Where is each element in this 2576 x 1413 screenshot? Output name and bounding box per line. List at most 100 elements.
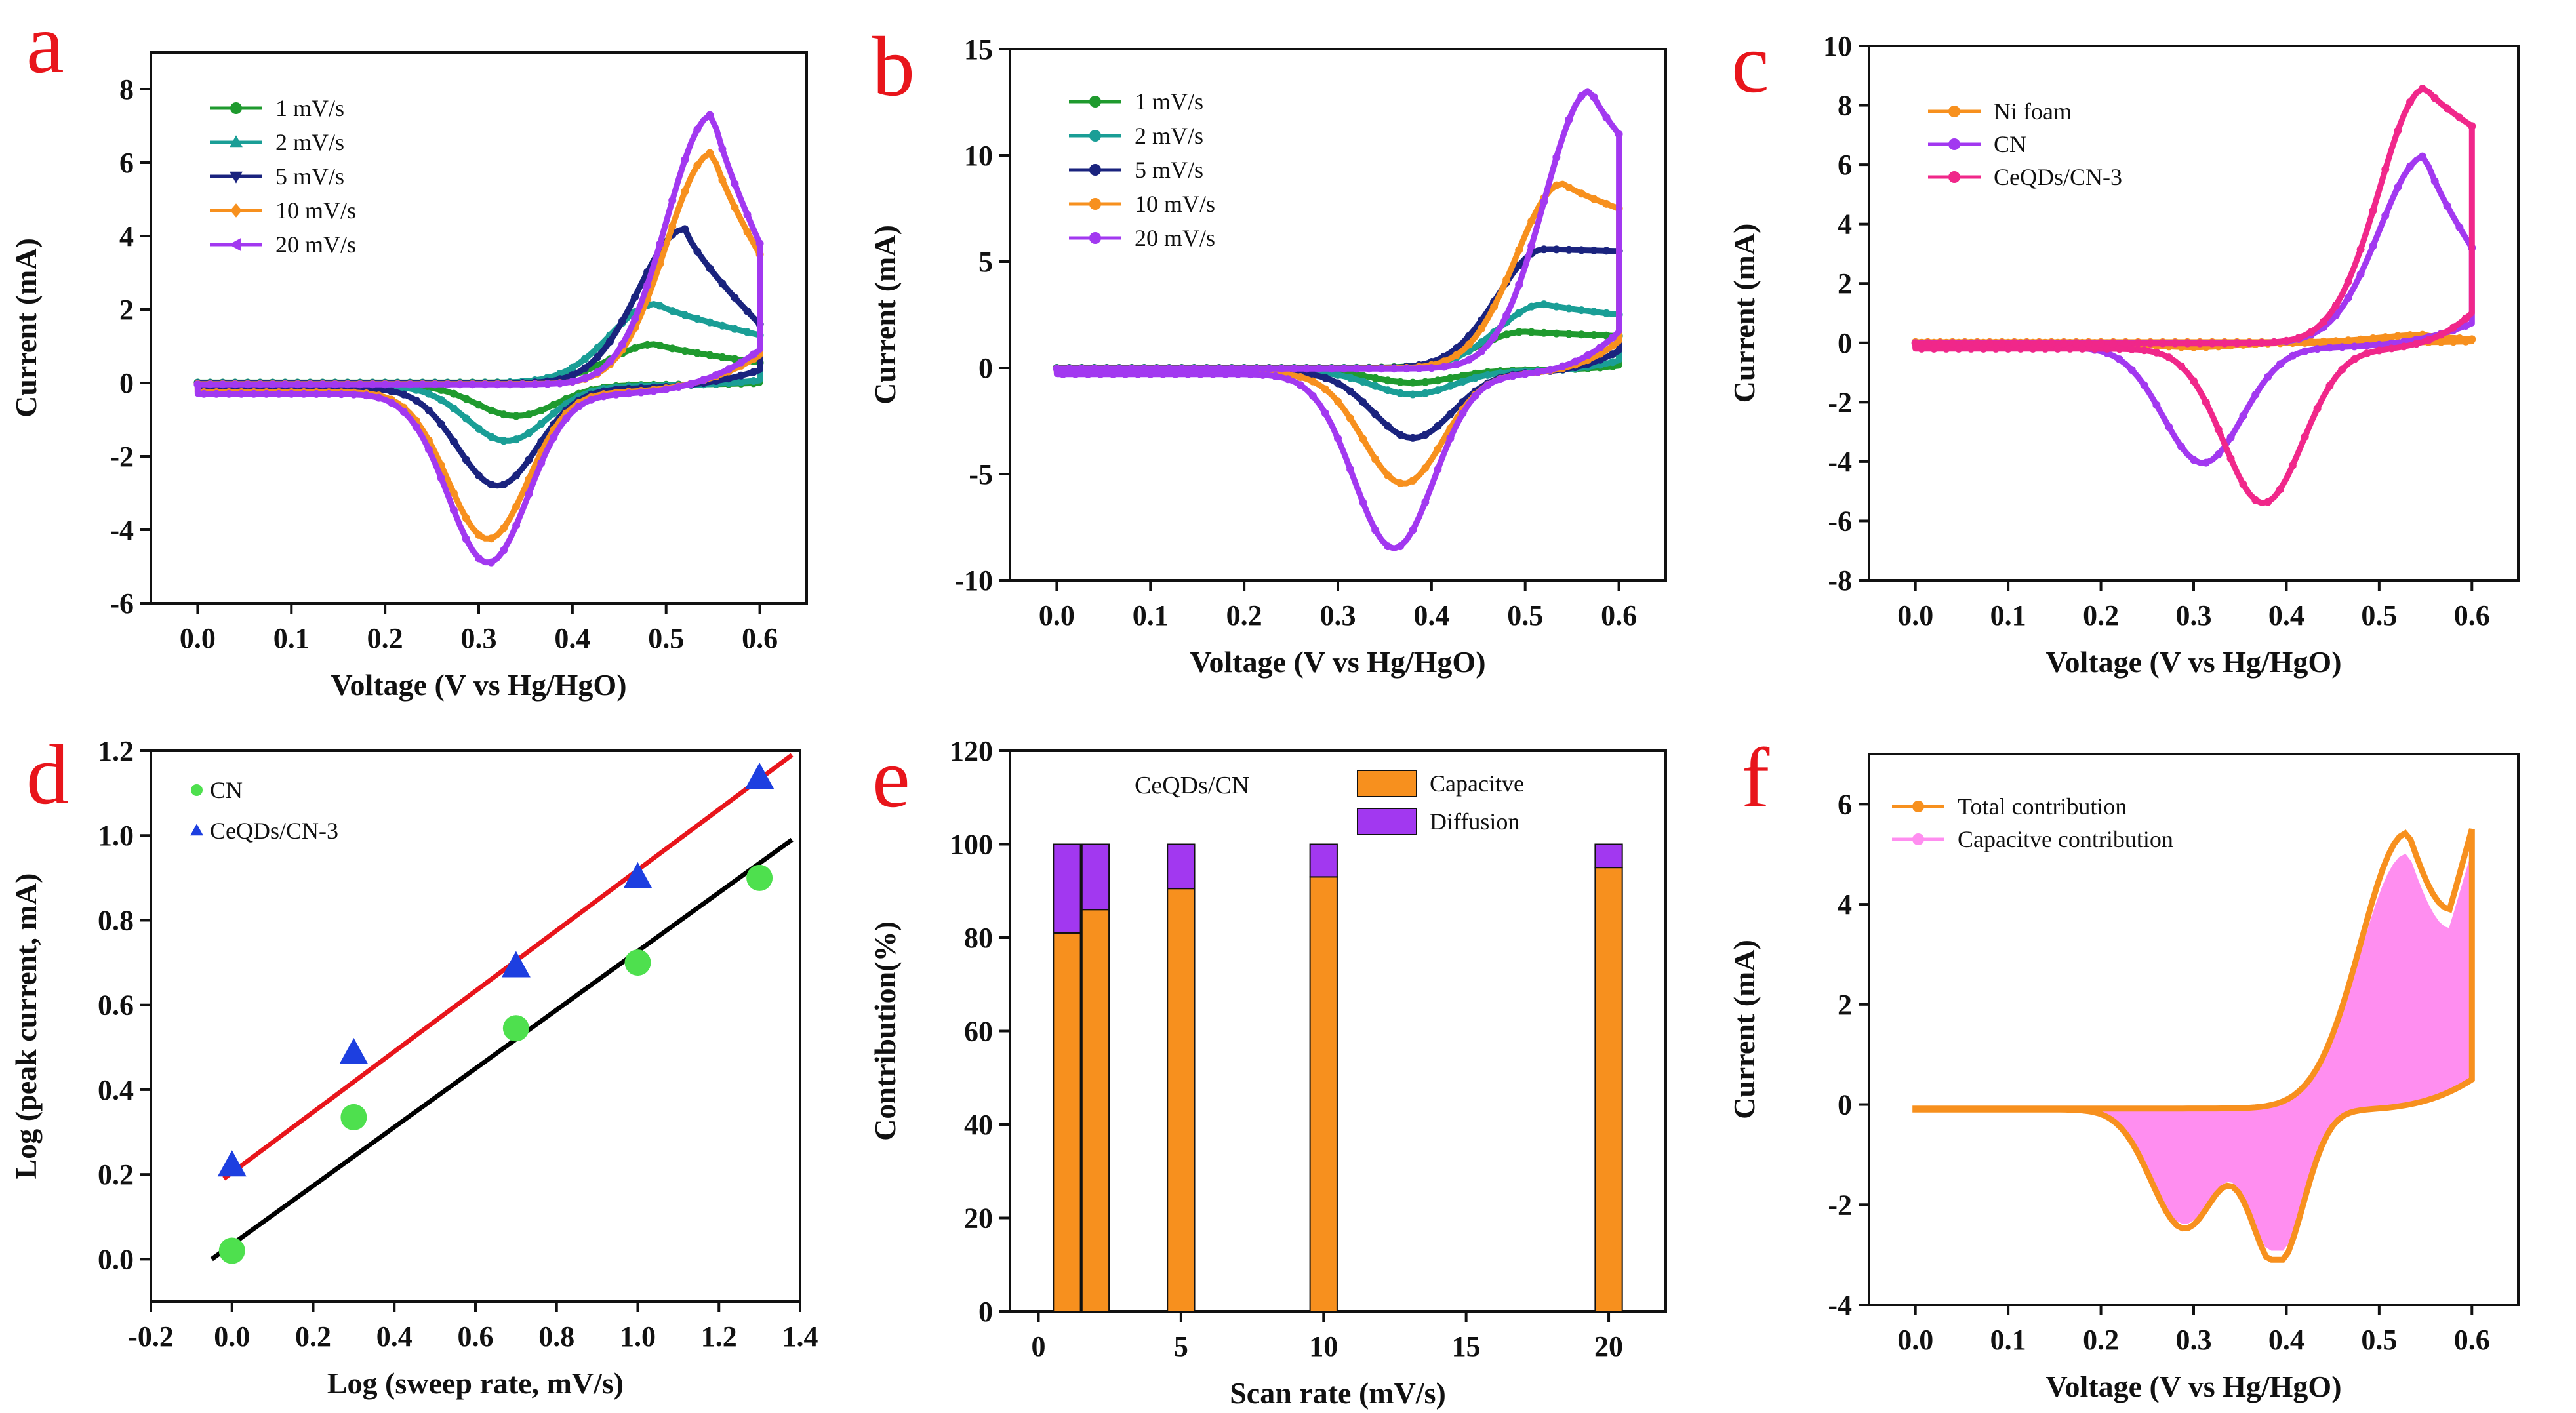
y-tick-label: 0 [978,352,993,384]
curve-marker [1471,374,1479,382]
curve-marker [550,433,558,441]
curve-marker [2406,162,2414,170]
curve-marker [1602,199,1611,208]
curve-marker [2381,165,2390,174]
y-axis-title: Current (mA) [1727,224,1761,403]
curve-marker [1609,350,1617,359]
y-tick-label: -2 [110,441,134,473]
data-point [230,102,242,114]
x-tick-label: 0.0 [1897,599,1933,631]
curve-marker [1502,275,1511,284]
panel-letter: d [26,728,69,822]
y-tick-label: 8 [1838,90,1852,122]
curve-marker [731,203,739,212]
curve-marker [1308,377,1317,386]
curve-marker [537,406,546,414]
x-tick-label: 0.5 [2361,1324,2397,1356]
curve-marker [1234,370,1242,378]
legend-label: 1 mV/s [275,95,344,121]
curve-marker [1967,344,1975,353]
panel-c: 0.0 0.1 0.2 0.3 0.4 0.5 0.6 -8 -6 -4 -2 0 2 4 6 8 10 Volt… [1727,16,2520,679]
x-tick-label: 0.1 [1990,599,2026,631]
curve-marker [1053,365,1061,373]
curve-marker [1446,382,1455,390]
curve-marker [1359,372,1367,380]
curve-marker [437,396,445,405]
curve-marker [1384,471,1392,480]
curve-marker [706,149,714,157]
curve-marker [418,380,427,389]
curve-marker [500,437,508,445]
curve-marker [1515,309,1523,317]
legend-label: CeQDs/CN-3 [1994,164,2122,190]
bar-segment [1167,843,1196,890]
bar-segment [1309,876,1338,1312]
data-point [502,1015,529,1042]
curve-marker [2288,462,2297,470]
x-tick-label: 0.1 [1990,1324,2026,1356]
curve-marker [2152,348,2161,357]
curve-marker [2177,443,2186,451]
curve-marker [1490,302,1499,311]
legend-entry: 2 mV/s [1069,123,1203,149]
curve-marker [1452,351,1460,359]
curve-marker [1390,365,1398,373]
curve-marker [2251,390,2260,399]
curve-marker [2171,339,2179,348]
curve-marker [2010,339,2019,348]
curve-marker [681,225,689,233]
y-tick-label: 5 [978,246,993,278]
curve-marker [1998,339,2006,348]
curve-marker [512,412,521,420]
y-tick-label: 60 [964,1016,993,1048]
curve-marker [668,307,677,315]
y-tick-label: -10 [954,565,993,597]
legend-entry: Ni foam [1928,98,2072,125]
curve-marker [1215,365,1224,373]
curve-marker [1521,370,1529,378]
curve-marker [1515,328,1523,336]
curve-marker [568,363,576,372]
legend-entry: CeQDs/CN-3 [190,818,338,844]
data-point [339,1038,369,1064]
curve-marker [1527,302,1536,311]
y-tick-label: 6 [1838,788,1852,820]
curve-marker [2461,337,2470,346]
curve-marker [618,317,627,325]
curve-marker [1296,372,1304,381]
curve-marker [1384,422,1392,430]
curve-marker [731,180,739,188]
curve-marker [2165,423,2173,431]
legend-label: Ni foam [1994,98,2072,125]
curve-marker [2375,346,2383,355]
curve-marker [706,351,714,359]
panel-b: 0.0 0.1 0.2 0.3 0.4 0.5 0.6 -10 -5 0 5 10 15 Voltage … [868,20,1667,679]
curve-marker [574,403,583,411]
legend-label: Diffusion [1430,808,1519,835]
curve-marker [1346,414,1355,423]
curve-marker [293,380,302,389]
bar-segment [1594,867,1623,1312]
x-tick-label: 1.2 [701,1321,737,1353]
curve-marker [743,307,752,315]
curve-marker [2320,317,2327,326]
curve-marker [287,389,296,398]
curve-marker [1434,386,1442,395]
y-tick-label: -2 [1828,386,1852,418]
curve-marker [387,399,395,407]
x-tick-label: -0.2 [128,1321,174,1353]
curve-marker [1502,330,1511,339]
curve-marker [1283,375,1292,384]
curve-marker [1396,542,1405,551]
curve-marker [1496,375,1504,384]
curve-marker [2276,485,2284,494]
curve-marker [268,380,277,389]
curve-marker [1228,365,1236,373]
legend-entry: Total contribution [1892,793,2127,820]
y-tick-label: -6 [110,587,134,620]
curve-marker [2288,351,2297,360]
curve-marker [2387,344,2396,353]
curve-marker [487,534,496,543]
y-tick-label: 80 [964,922,993,954]
panel-letter: a [26,0,64,91]
